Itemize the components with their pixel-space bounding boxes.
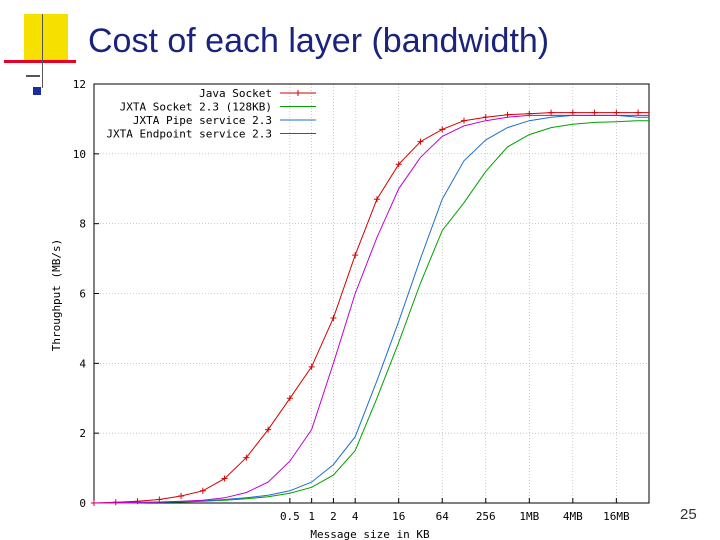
y-tick-label: 4 [79,357,86,370]
series-line-3 [94,114,649,504]
data-point-marker [461,117,467,124]
legend-marker [295,90,301,96]
series-lines [91,109,649,506]
data-point-marker [373,196,380,203]
y-axis-label: Throughput (MB/s) [50,239,63,352]
slide-title: Cost of each layer (bandwidth) [88,22,550,60]
series-line-4 [93,114,649,504]
y-tick-label: 10 [73,148,86,161]
x-tick-label: 2 [330,510,337,523]
data-point-marker [569,109,576,116]
data-point-marker [330,314,337,321]
data-point-marker [395,161,402,168]
legend-label: JXTA Pipe service 2.3 [133,114,272,127]
x-tick-label: 256 [476,510,496,523]
x-tick-label: 0.5 [280,510,300,523]
x-tick-label: 4MB [563,510,583,523]
legend-label: JXTA Socket 2.3 (128KB) [120,101,272,114]
y-tick-label: 6 [79,288,86,301]
deco-blue-square [33,87,41,95]
legend-label: JXTA Endpoint service 2.3 [106,128,272,141]
series-line-1 [93,112,649,504]
x-tick-label: 4 [352,510,359,523]
data-point-marker [439,126,446,133]
deco-yellow-square [24,14,68,60]
y-tick-label: 12 [73,78,86,91]
deco-vertical-line [42,14,43,88]
x-tick-label: 1 [308,510,315,523]
grid-lines [94,84,649,503]
y-tick-label: 2 [79,427,86,440]
x-tick-label: 16 [392,510,405,523]
data-point-marker [199,487,206,494]
data-point-marker [178,493,185,500]
data-point-marker [613,109,620,116]
x-tick-label: 16MB [603,510,630,523]
data-point-marker [243,454,250,461]
x-axis-label: Message size in KB [310,528,430,540]
data-point-marker [635,109,642,116]
x-tick-label: 1MB [519,510,539,523]
x-tick-label: 64 [436,510,450,523]
data-point-marker [265,426,272,433]
data-point-marker [352,252,359,259]
data-point-marker [591,109,598,116]
data-point-marker [286,395,293,402]
slide-number: 25 [680,506,697,523]
series-line-2 [94,120,649,504]
data-point-marker [134,498,141,505]
legend-label: Java Socket [199,87,272,100]
data-point-marker [417,138,424,145]
y-tick-label: 0 [79,497,86,510]
data-point-marker [308,363,315,370]
data-point-marker [221,475,228,482]
y-tick-label: 8 [79,218,86,231]
data-point-marker [548,109,555,116]
data-point-marker [482,114,489,121]
deco-red-bar [4,60,76,63]
deco-short-line [26,75,40,77]
